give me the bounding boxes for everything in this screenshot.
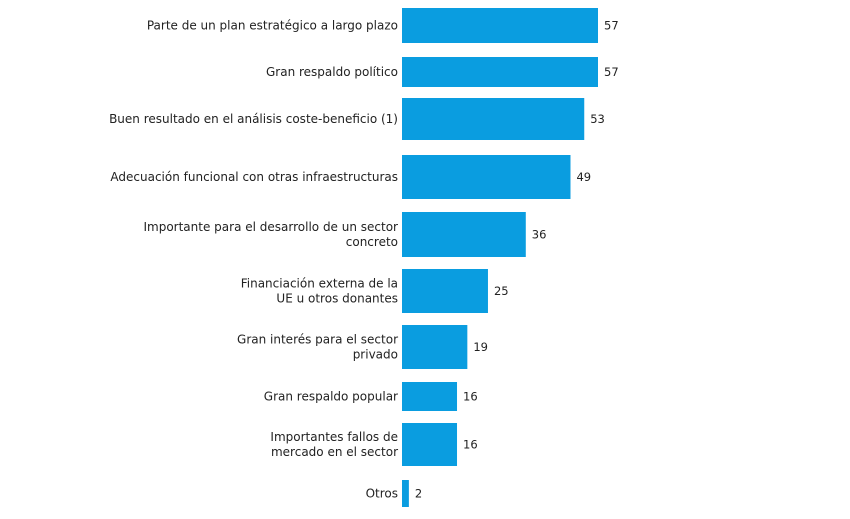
value-label-4: 49 <box>576 170 591 184</box>
value-label-9: 16 <box>463 438 478 452</box>
value-label-5: 36 <box>532 228 547 242</box>
category-label-4: Adecuación funcional con otras infraestr… <box>110 170 398 184</box>
category-label-9-line-2: mercado en el sector <box>271 445 398 459</box>
bar-3 <box>402 98 585 140</box>
category-label-6-line-2: UE u otros donantes <box>276 292 398 306</box>
value-label-3: 53 <box>590 112 605 126</box>
category-label-5-line-2: concreto <box>346 235 398 249</box>
category-label-7-line-1: Gran interés para el sector <box>237 333 398 347</box>
bar-8 <box>402 382 458 411</box>
category-label-8: Gran respaldo popular <box>264 390 398 404</box>
category-label-2: Gran respaldo político <box>266 65 398 79</box>
category-label-7-line-2: privado <box>353 348 398 362</box>
bar-6 <box>402 269 488 313</box>
category-label-6-line-1: Financiación externa de la <box>241 277 398 291</box>
bar-2 <box>402 57 598 87</box>
value-label-1: 57 <box>604 19 619 33</box>
category-label-10: Otros <box>366 487 398 501</box>
category-label-1: Parte de un plan estratégico a largo pla… <box>147 19 398 33</box>
bar-5 <box>402 212 526 257</box>
bar-7 <box>402 325 468 369</box>
category-label-5-line-1: Importante para el desarrollo de un sect… <box>143 220 398 234</box>
bar-10 <box>402 480 409 507</box>
value-label-6: 25 <box>494 284 509 298</box>
value-label-8: 16 <box>463 390 478 404</box>
value-label-2: 57 <box>604 65 619 79</box>
value-label-10: 2 <box>415 487 422 501</box>
category-label-3: Buen resultado en el análisis coste-bene… <box>109 112 398 126</box>
value-label-7: 19 <box>473 340 488 354</box>
bar-1 <box>402 8 598 43</box>
bar-9 <box>402 423 458 466</box>
category-label-9-line-1: Importantes fallos de <box>270 430 398 444</box>
bar-4 <box>402 155 571 199</box>
